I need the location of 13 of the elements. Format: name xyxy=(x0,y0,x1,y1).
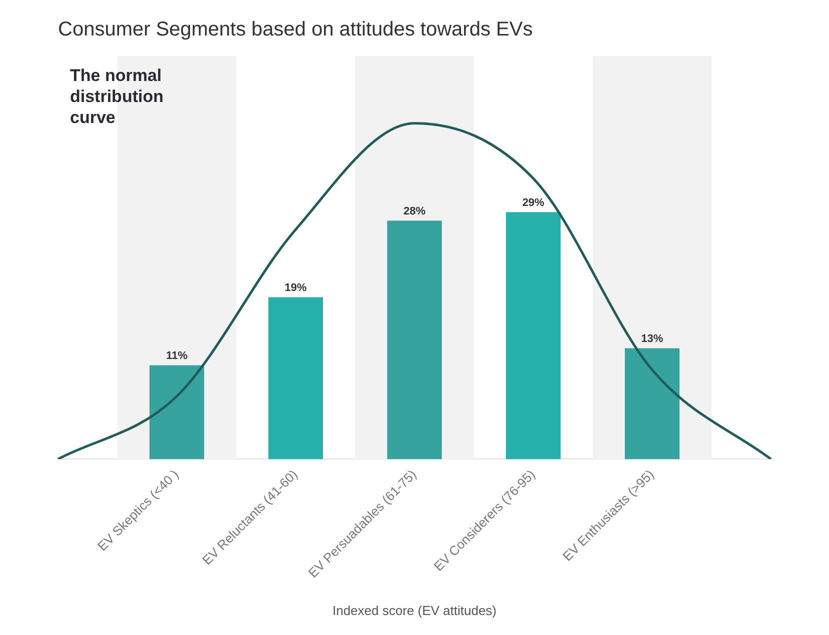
annotation: The normal distribution curve xyxy=(70,66,164,128)
bar xyxy=(150,365,204,460)
bar xyxy=(268,297,323,460)
data-label: 11% xyxy=(166,350,188,362)
data-label: 29% xyxy=(522,197,545,210)
bar xyxy=(506,212,561,460)
bar xyxy=(624,348,680,460)
data-label: 28% xyxy=(403,206,426,218)
chart-title: Consumer Segments based on attitudes towards EVs xyxy=(58,18,533,41)
bar xyxy=(387,220,442,460)
data-label: 19% xyxy=(284,282,307,294)
x-axis-title: Indexed score (EV attitudes) xyxy=(332,602,497,618)
data-label: 13% xyxy=(641,333,664,346)
